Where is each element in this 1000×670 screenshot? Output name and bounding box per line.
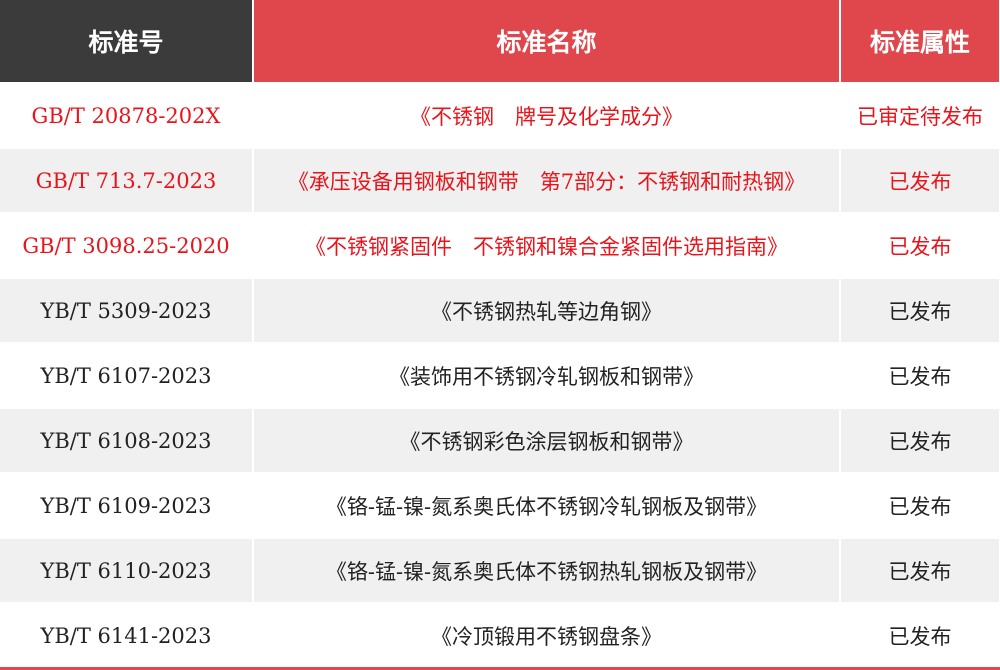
standard-name: 《铬-锰-镍-氮系奥氏体不锈钢冷轧钢板及钢带》 (253, 472, 841, 538)
standard-number: YB/T 6109-2023 (0, 472, 254, 538)
header-cell: 标准名称 (253, 0, 841, 83)
table-header: 标准号 标准名称 标准属性 (0, 0, 1000, 83)
standard-status: 已发布 (840, 602, 1000, 669)
standard-number: GB/T 713.7-2023 (0, 147, 254, 213)
table-row: YB/T 6110-2023 《铬-锰-镍-氮系奥氏体不锈钢热轧钢板及钢带》 已发布 (0, 537, 1000, 603)
standard-number: YB/T 6108-2023 (0, 407, 254, 473)
standard-status: 已发布 (840, 537, 1000, 603)
standard-name: 《承压设备用钢板和钢带 第7部分：不锈钢和耐热钢》 (253, 147, 841, 213)
standard-status: 已发布 (840, 472, 1000, 538)
standard-status: 已发布 (840, 147, 1000, 213)
table-row: YB/T 6108-2023 《不锈钢彩色涂层钢板和钢带》 已发布 (0, 407, 1000, 473)
standard-name: 《不锈钢紧固件 不锈钢和镍合金紧固件选用指南》 (253, 212, 841, 278)
header-cell: 标准号 (0, 0, 254, 83)
standard-name: 《不锈钢彩色涂层钢板和钢带》 (253, 407, 841, 473)
table-body: GB/T 20878-202X 《不锈钢 牌号及化学成分》 已审定待发布 GB/T 7… (0, 82, 1000, 669)
standard-status: 已发布 (840, 277, 1000, 343)
standard-number: GB/T 20878-202X (0, 82, 254, 148)
standard-name: 《装饰用不锈钢冷轧钢板和钢带》 (253, 342, 841, 408)
standard-number: YB/T 6110-2023 (0, 537, 254, 603)
standard-status: 已发布 (840, 212, 1000, 278)
standard-number: YB/T 6107-2023 (0, 342, 254, 408)
table-row: GB/T 20878-202X 《不锈钢 牌号及化学成分》 已审定待发布 (0, 82, 1000, 148)
table-row: YB/T 6141-2023 《冷顶锻用不锈钢盘条》 已发布 (0, 602, 1000, 669)
standard-status: 已审定待发布 (840, 82, 1000, 148)
table-row: GB/T 713.7-2023 《承压设备用钢板和钢带 第7部分：不锈钢和耐热钢》… (0, 147, 1000, 213)
standard-number: YB/T 6141-2023 (0, 602, 254, 669)
table-row: YB/T 6109-2023 《铬-锰-镍-氮系奥氏体不锈钢冷轧钢板及钢带》 已发布 (0, 472, 1000, 538)
standard-number: GB/T 3098.25-2020 (0, 212, 254, 278)
header-row: 标准号 标准名称 标准属性 (0, 0, 1000, 83)
table-row: YB/T 6107-2023 《装饰用不锈钢冷轧钢板和钢带》 已发布 (0, 342, 1000, 408)
standard-number: YB/T 5309-2023 (0, 277, 254, 343)
standard-name: 《不锈钢热轧等边角钢》 (253, 277, 841, 343)
standard-status: 已发布 (840, 342, 1000, 408)
table-row: YB/T 5309-2023 《不锈钢热轧等边角钢》 已发布 (0, 277, 1000, 343)
standard-name: 《铬-锰-镍-氮系奥氏体不锈钢热轧钢板及钢带》 (253, 537, 841, 603)
standard-status: 已发布 (840, 407, 1000, 473)
standard-name: 《冷顶锻用不锈钢盘条》 (253, 602, 841, 669)
table-row: GB/T 3098.25-2020 《不锈钢紧固件 不锈钢和镍合金紧固件选用指南》… (0, 212, 1000, 278)
standard-name: 《不锈钢 牌号及化学成分》 (253, 82, 841, 148)
header-cell: 标准属性 (840, 0, 1000, 83)
